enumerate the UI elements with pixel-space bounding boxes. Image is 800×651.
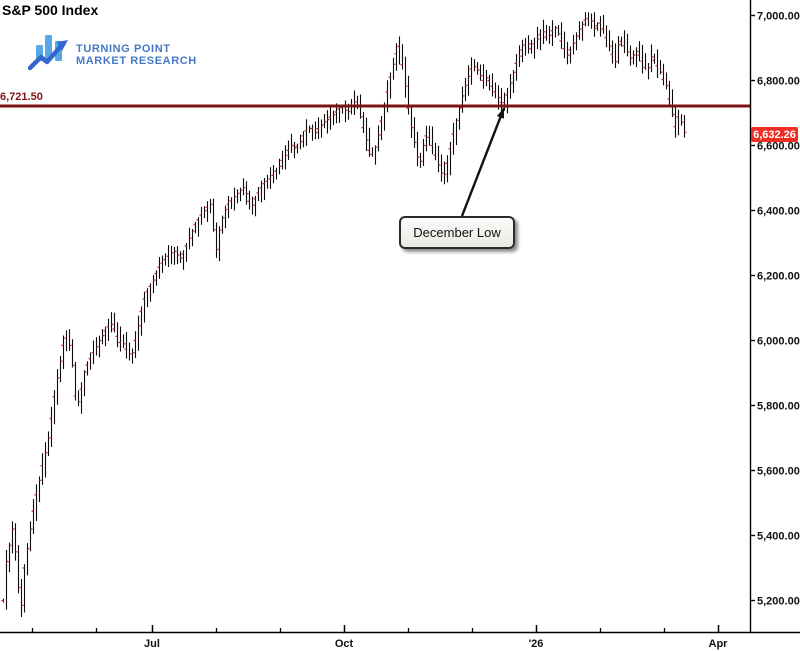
- x-tick-label: Oct: [335, 638, 354, 650]
- y-tick-label: 5,200.00: [757, 596, 800, 608]
- close-ticks: [1, 18, 687, 606]
- logo-bars-arrow-icon: [27, 32, 70, 77]
- annotation-arrow-line: [460, 107, 506, 217]
- y-tick-label: 6,000.00: [757, 336, 800, 348]
- annotation-arrowhead: [496, 108, 504, 119]
- y-tick-label: 6,200.00: [757, 271, 800, 283]
- y-tick-label: 6,400.00: [757, 206, 800, 218]
- logo-text-line2: MARKET RESEARCH: [76, 54, 197, 67]
- x-tick-label: Apr: [709, 638, 729, 650]
- last-price-badge: 6,632.26: [751, 127, 798, 142]
- y-tick-label: 6,600.00: [757, 141, 800, 153]
- chart-title: S&P 500 Index: [2, 2, 99, 18]
- turning-point-logo: TURNING POINT MARKET RESEARCH: [27, 32, 197, 77]
- y-tick-label: 5,600.00: [757, 466, 800, 478]
- y-tick-label: 7,000.00: [757, 11, 800, 23]
- y-tick-label: 5,400.00: [757, 531, 800, 543]
- y-tick-label: 5,800.00: [757, 401, 800, 413]
- x-tick-label: '26: [529, 638, 544, 650]
- resistance-level-label: 6,721.50: [0, 91, 43, 103]
- logo-text-line1: TURNING POINT: [76, 42, 171, 55]
- price-bars: [2, 12, 686, 617]
- december-low-annotation: December Low: [399, 216, 515, 249]
- y-tick-label: 6,800.00: [757, 76, 800, 88]
- x-tick-label: Jul: [144, 638, 160, 650]
